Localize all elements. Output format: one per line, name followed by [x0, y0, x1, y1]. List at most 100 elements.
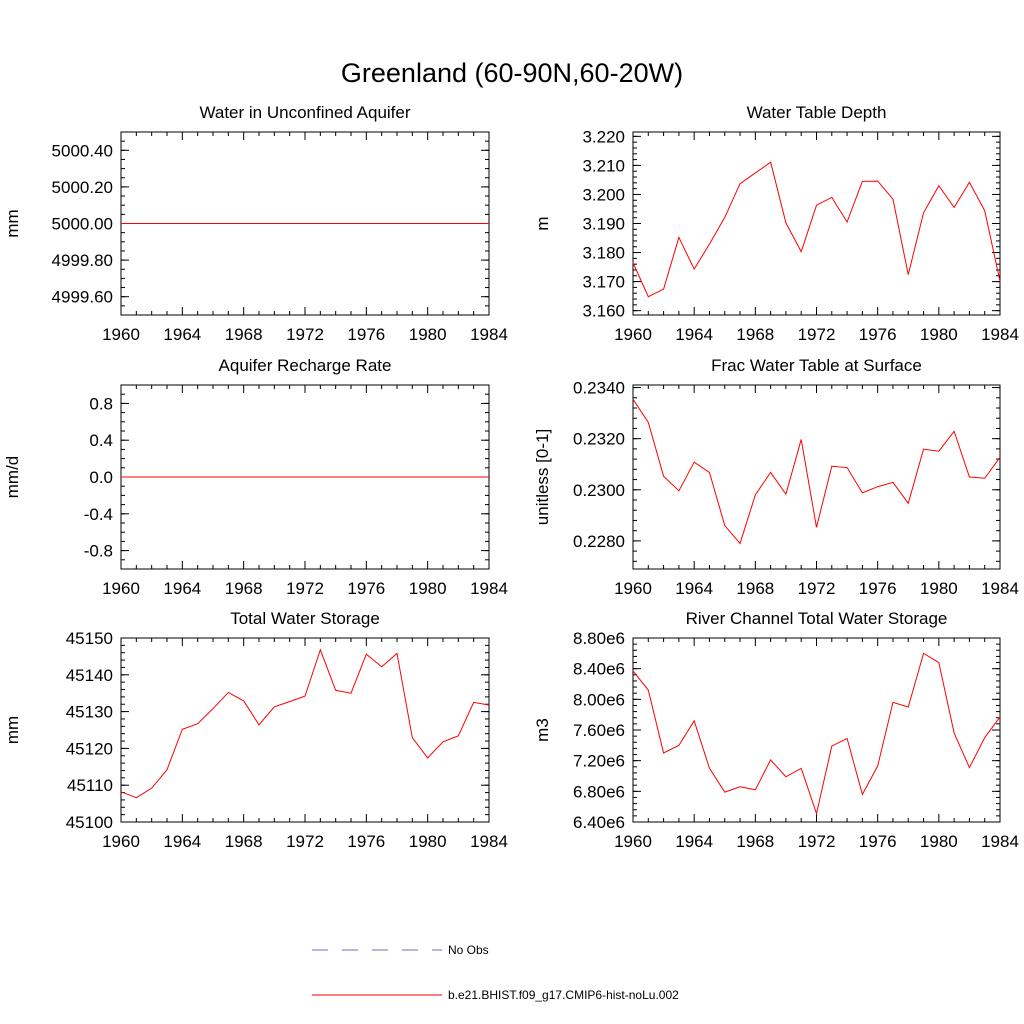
chart-1-y-tick-label: 4999.80 — [52, 251, 113, 270]
chart-3-title: Aquifer Recharge Rate — [219, 356, 392, 375]
chart-3: Aquifer Recharge Rate mm/d 1960 1964 1968 197… — [3, 356, 508, 598]
chart-6-y-tick-label: 6.40e6 — [573, 813, 625, 832]
chart-3-y-tick-label: -0.4 — [84, 505, 113, 524]
chart-6-y-axis-label: m3 — [533, 718, 552, 742]
chart-1: Water in Unconfined Aquifer mm 1960 1964 196… — [3, 103, 508, 344]
chart-5-x-tick-label: 1964 — [163, 832, 201, 851]
chart-6-x-tick-label: 1976 — [859, 832, 897, 851]
chart-5-y-tick-label: 45100 — [66, 813, 113, 832]
chart-6-y-tick-label: 8.80e6 — [573, 629, 625, 648]
chart-1-title: Water in Unconfined Aquifer — [199, 103, 410, 122]
chart-6-y-tick-label: 8.00e6 — [573, 690, 625, 709]
chart-4-series-1-line — [632, 399, 1001, 545]
chart-4-x-tick-label: 1968 — [736, 579, 774, 598]
chart-5-frame — [120, 637, 490, 823]
chart-2-frame — [632, 131, 1001, 316]
chart-5-x-tick-label: 1968 — [225, 832, 263, 851]
chart-6: River Channel Total Water Storage m3 1960 1… — [533, 609, 1019, 851]
chart-2-x-tick-label: 1980 — [920, 325, 958, 344]
chart-5-x-tick-label: 1980 — [409, 832, 447, 851]
chart-4-x-tick-label: 1964 — [675, 579, 713, 598]
chart-6-title: River Channel Total Water Storage — [686, 609, 948, 628]
chart-6-y-tick-label: 7.60e6 — [573, 721, 625, 740]
chart-3-x-tick-label: 1972 — [286, 579, 324, 598]
chart-5: Total Water Storage mm 1960 1964 1968 1972 197… — [3, 609, 508, 851]
chart-1-x-tick-label: 1960 — [102, 325, 140, 344]
chart-6-x-tick-label: 1964 — [675, 832, 713, 851]
chart-5-y-axis-label: mm — [3, 716, 22, 744]
chart-5-y-tick-label: 45130 — [66, 703, 113, 722]
chart-2-y-tick-label: 3.200 — [582, 185, 625, 204]
chart-5-x-tick-label: 1984 — [470, 832, 508, 851]
chart-6-x-tick-label: 1968 — [736, 832, 774, 851]
chart-4-frame — [632, 384, 1001, 570]
chart-2-y-tick-label: 3.170 — [582, 273, 625, 292]
chart-1-x-tick-label: 1964 — [163, 325, 201, 344]
chart-2-y-axis-label: m — [533, 216, 552, 230]
chart-3-y-tick-label: -0.8 — [84, 542, 113, 561]
chart-5-y-tick-label: 45150 — [66, 629, 113, 648]
chart-4-x-tick-label: 1972 — [798, 579, 836, 598]
chart-1-y-tick-label: 5000.00 — [52, 215, 113, 234]
chart-5-x-tick-label: 1960 — [102, 832, 140, 851]
chart-4-x-tick-label: 1976 — [859, 579, 897, 598]
chart-3-x-tick-label: 1964 — [163, 579, 201, 598]
chart-2-y-tick-label: 3.160 — [582, 302, 625, 321]
chart-3-y-tick-label: 0.8 — [89, 394, 113, 413]
chart-2-x-tick-label: 1984 — [981, 325, 1019, 344]
chart-6-y-tick-label: 7.20e6 — [573, 752, 625, 771]
legend-label-no-obs: No Obs — [448, 943, 489, 957]
chart-4: Frac Water Table at Surface unitless [0-1… — [533, 356, 1019, 598]
chart-2-y-tick-label: 3.220 — [582, 127, 625, 146]
legend-label-model: b.e21.BHIST.f09_g17.CMIP6-hist-noLu.002 — [448, 988, 679, 1002]
chart-2: Water Table Depth m 1960 1964 1968 1972 1976 19… — [533, 103, 1019, 344]
chart-2-x-tick-label: 1960 — [614, 325, 652, 344]
chart-2-x-tick-label: 1968 — [736, 325, 774, 344]
chart-2-title: Water Table Depth — [747, 103, 887, 122]
chart-5-y-tick-label: 45140 — [66, 666, 113, 685]
chart-1-y-tick-label: 5000.20 — [52, 178, 113, 197]
chart-2-x-tick-label: 1972 — [798, 325, 836, 344]
chart-3-y-axis-label: mm/d — [3, 456, 22, 499]
chart-4-y-axis-label: unitless [0-1] — [533, 429, 552, 525]
chart-4-x-tick-label: 1984 — [981, 579, 1019, 598]
chart-4-y-tick-label: 0.2320 — [573, 430, 625, 449]
chart-2-series-1-line — [632, 161, 1001, 298]
chart-3-x-tick-label: 1976 — [347, 579, 385, 598]
chart-1-y-axis-label: mm — [3, 209, 22, 237]
chart-4-y-tick-label: 0.2340 — [573, 379, 625, 398]
chart-4-x-tick-label: 1980 — [920, 579, 958, 598]
chart-1-x-tick-label: 1976 — [347, 325, 385, 344]
chart-5-series-1-line — [120, 648, 490, 799]
figure-title: Greenland (60-90N,60-20W) — [341, 58, 683, 88]
chart-5-y-tick-label: 45110 — [67, 776, 113, 795]
chart-5-title: Total Water Storage — [230, 609, 380, 628]
chart-6-x-tick-label: 1960 — [614, 832, 652, 851]
chart-1-x-tick-label: 1968 — [225, 325, 263, 344]
chart-5-y-tick-label: 45120 — [66, 739, 113, 758]
chart-3-x-tick-label: 1960 — [102, 579, 140, 598]
chart-1-x-tick-label: 1972 — [286, 325, 324, 344]
chart-3-y-tick-label: 0.4 — [89, 431, 113, 450]
chart-1-y-tick-label: 4999.60 — [52, 288, 113, 307]
chart-6-x-tick-label: 1972 — [798, 832, 836, 851]
chart-4-title: Frac Water Table at Surface — [711, 356, 922, 375]
chart-4-y-tick-label: 0.2280 — [573, 532, 625, 551]
chart-3-x-tick-label: 1984 — [470, 579, 508, 598]
chart-2-y-tick-label: 3.180 — [582, 244, 625, 263]
chart-6-x-tick-label: 1984 — [981, 832, 1019, 851]
chart-1-x-tick-label: 1980 — [409, 325, 447, 344]
chart-6-series-1-line — [632, 652, 1001, 816]
chart-4-y-tick-label: 0.2300 — [573, 481, 625, 500]
chart-5-x-tick-label: 1976 — [347, 832, 385, 851]
chart-3-x-tick-label: 1968 — [225, 579, 263, 598]
chart-2-y-tick-label: 3.190 — [582, 215, 625, 234]
chart-6-y-tick-label: 6.80e6 — [573, 782, 625, 801]
chart-2-y-tick-label: 3.210 — [582, 156, 625, 175]
chart-3-x-tick-label: 1980 — [409, 579, 447, 598]
chart-2-x-tick-label: 1976 — [859, 325, 897, 344]
legend: No Obs b.e21.BHIST.f09_g17.CMIP6-hist-no… — [312, 943, 679, 1002]
chart-2-x-tick-label: 1964 — [675, 325, 713, 344]
chart-1-y-tick-label: 5000.40 — [52, 141, 113, 160]
